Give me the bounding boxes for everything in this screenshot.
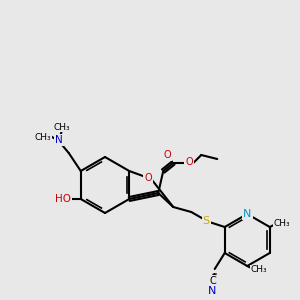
Text: N: N <box>208 286 216 296</box>
Text: N: N <box>55 135 63 145</box>
Text: O: O <box>144 173 152 183</box>
Text: O: O <box>185 157 193 167</box>
Text: HO: HO <box>55 194 71 204</box>
Text: N: N <box>243 209 251 219</box>
Text: S: S <box>203 216 210 226</box>
Text: CH₃: CH₃ <box>34 133 51 142</box>
Text: CH₃: CH₃ <box>274 218 290 227</box>
Text: CH₃: CH₃ <box>53 122 70 131</box>
Text: C: C <box>209 276 216 286</box>
Text: O: O <box>164 150 171 160</box>
Text: CH₃: CH₃ <box>251 266 268 274</box>
